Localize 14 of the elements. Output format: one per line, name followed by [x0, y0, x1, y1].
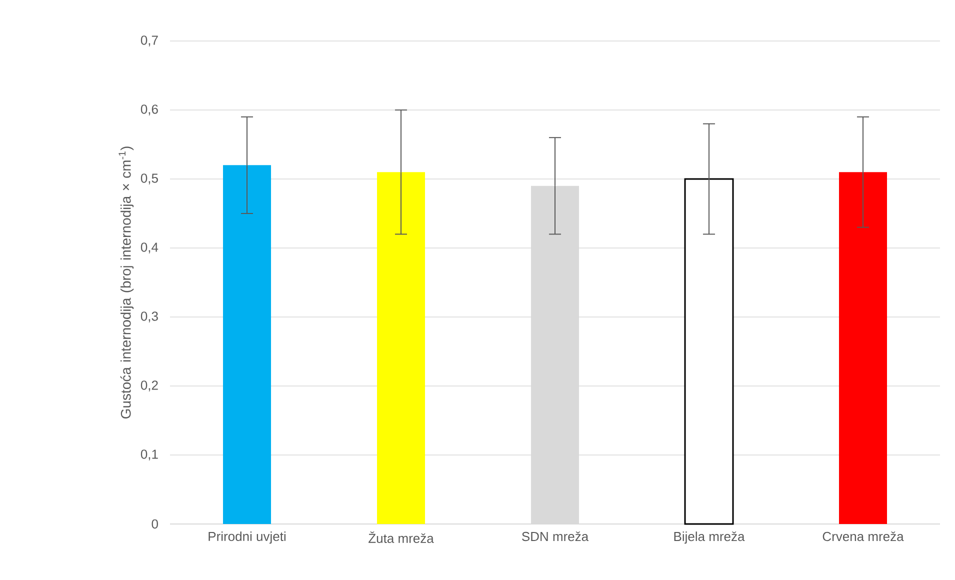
x-tick-label: Bijela mreža	[674, 532, 745, 544]
y-tick-label: 0,3	[140, 312, 158, 322]
y-tick-label: 0,1	[140, 450, 158, 460]
y-tick-label: 0	[152, 519, 158, 529]
y-tick-label: 0,4	[140, 242, 158, 254]
y-axis-title: Gustoća internodija (broj internodija × cm$^{-1}$)	[118, 146, 134, 418]
y-tick-label: 0,7	[140, 36, 158, 46]
y-tick-label: 0,5	[140, 174, 158, 184]
y-tick-label: 0,6	[140, 104, 158, 116]
x-tick-label: Prirodni uvjeti	[208, 532, 286, 544]
x-tick-label: Žuta mreža	[368, 532, 434, 543]
y-tick-label: 0,2	[140, 380, 158, 392]
x-tick-label: Crvena mreža	[822, 532, 904, 542]
x-tick-label: SDN mreža	[522, 532, 589, 542]
